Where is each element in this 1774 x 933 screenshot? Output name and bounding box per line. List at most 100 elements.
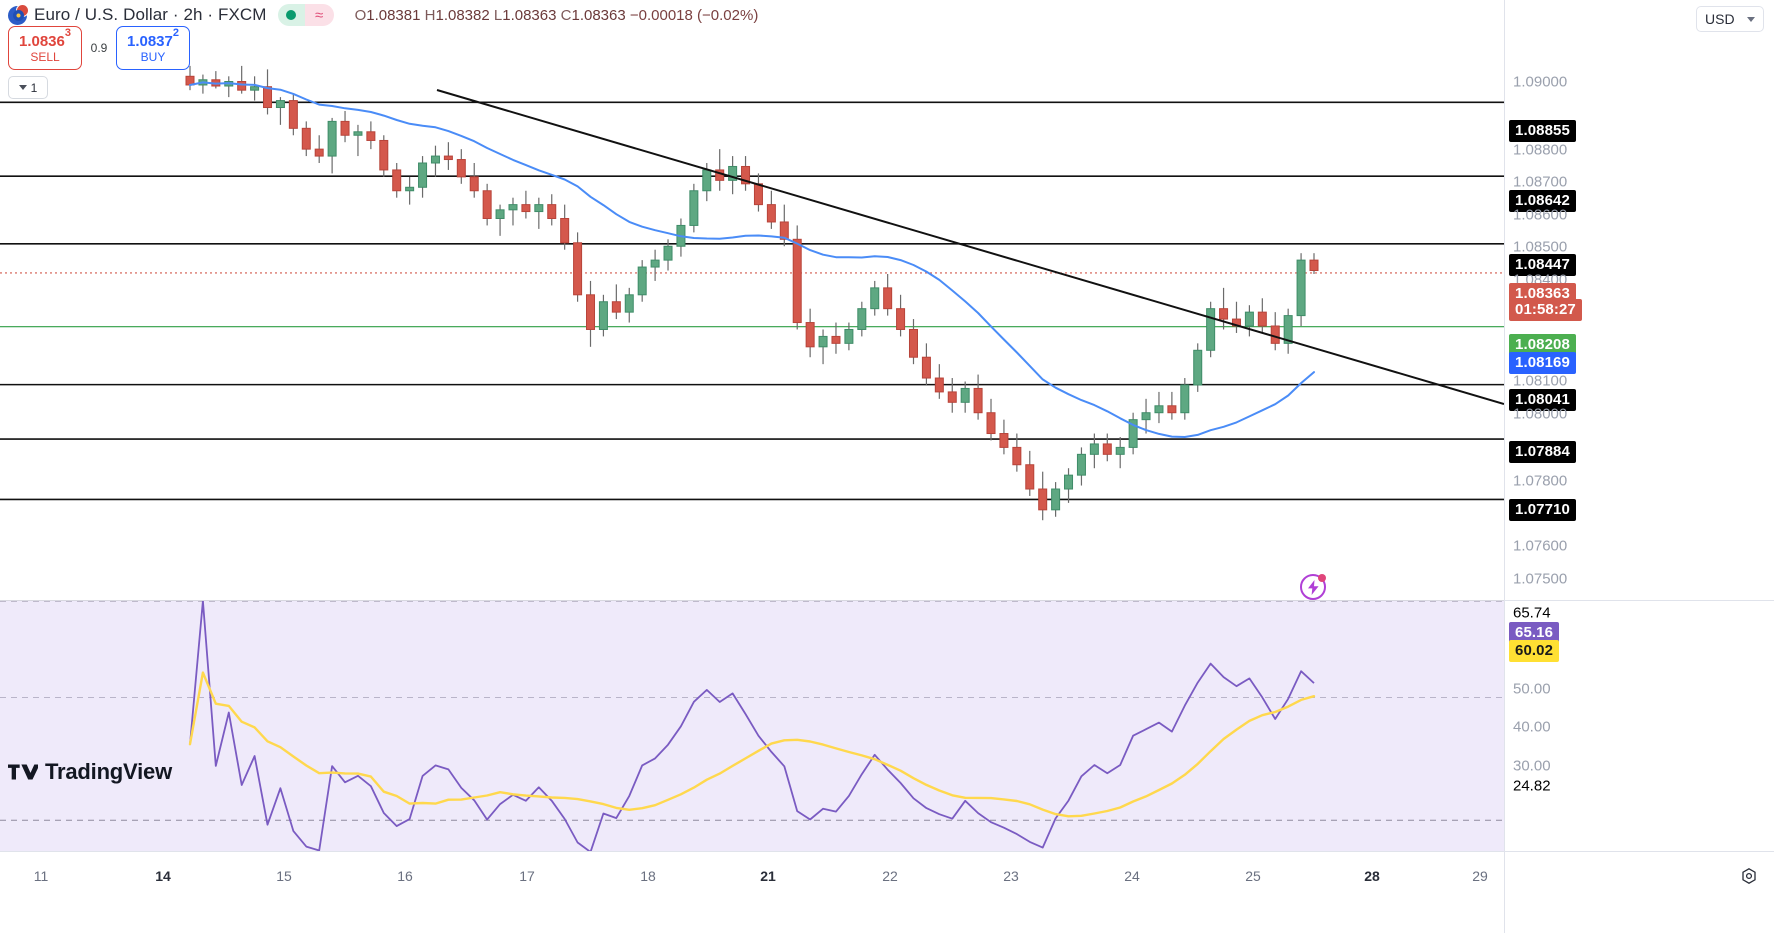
candlestick	[921, 343, 931, 385]
price-scale[interactable]: USD 1.09000 1.08855 1.08800 1.08700 1.08642 1…	[1504, 0, 1774, 851]
buy-label: BUY	[140, 50, 166, 65]
candlestick	[353, 124, 363, 157]
price-scale-label: 1.07710	[1509, 499, 1576, 521]
candlestick	[314, 135, 324, 164]
candlestick	[611, 284, 621, 320]
candlestick	[1154, 391, 1164, 424]
price-scale-label: 1.09000	[1513, 73, 1568, 91]
candlestick	[857, 301, 867, 337]
candlestick	[947, 378, 957, 413]
sell-label: SELL	[30, 50, 60, 65]
time-axis-tick: 17	[519, 868, 535, 884]
tradingview-watermark: TradingView	[8, 759, 172, 785]
ohlc-low-label: L	[493, 6, 503, 24]
candlestick	[934, 364, 944, 399]
candlestick	[1051, 482, 1061, 517]
chevron-down-icon	[18, 85, 27, 90]
candlestick	[715, 149, 725, 191]
candlestick	[831, 322, 841, 354]
buy-button[interactable]: 1.08372 BUY	[116, 26, 190, 70]
axis-settings-icon[interactable]	[1738, 866, 1760, 888]
candlestick	[1089, 433, 1099, 469]
candlestick	[418, 156, 428, 198]
chart-plot-area[interactable]	[0, 0, 1504, 851]
quantity-stepper[interactable]: 1	[8, 76, 48, 99]
ohlc-high-value: 1.08382	[435, 6, 490, 24]
sell-price-fraction: 3	[64, 27, 71, 40]
candlestick	[534, 197, 544, 229]
candlestick	[1231, 301, 1241, 333]
price-scale-label: 01:58:27	[1509, 299, 1582, 321]
time-axis[interactable]: 11 14 15 16 17 18 21 22 23 24 25 28 29	[0, 851, 1774, 933]
trendline[interactable]	[436, 89, 1504, 405]
ohlc-change-value: −0.00018 (−0.02%)	[629, 6, 759, 24]
ohlc-open-label: O	[354, 6, 367, 24]
time-axis-tick: 18	[640, 868, 656, 884]
chevron-down-icon	[1747, 16, 1755, 22]
time-axis-tick: 21	[760, 868, 776, 884]
moving-average-line	[189, 81, 1315, 438]
candlestick	[779, 204, 789, 247]
market-open-dot-icon	[277, 4, 305, 26]
price-scale-label: 65.16	[1509, 622, 1560, 644]
candlestick	[198, 74, 208, 94]
candlestick	[663, 239, 673, 271]
ohlc-close-label: C	[560, 6, 572, 24]
candlestick	[340, 110, 350, 143]
price-scale-label: 30.00	[1513, 757, 1551, 775]
price-scale-label: 1.08447	[1509, 254, 1576, 276]
candlestick	[573, 232, 583, 302]
bolt-alert-icon[interactable]	[1300, 574, 1326, 600]
buy-price-fraction: 2	[172, 27, 179, 40]
price-scale-label: 24.82	[1513, 777, 1551, 795]
eurusd-flag-icon	[8, 3, 29, 25]
price-pane[interactable]	[0, 0, 1504, 600]
quantity-value: 1	[30, 80, 38, 95]
candlestick	[792, 225, 802, 330]
candlestick	[1193, 343, 1203, 392]
currency-selector[interactable]: USD	[1696, 6, 1764, 32]
page-title[interactable]: Euro / U.S. Dollar · 2h · FXCM	[34, 5, 267, 24]
candlestick	[1141, 398, 1151, 434]
candlestick	[366, 121, 376, 150]
candlestick	[1128, 412, 1138, 455]
candlestick	[288, 93, 298, 136]
candlestick	[521, 190, 531, 219]
trade-panel: 1.08363 SELL 0.9 1.08372 BUY 1	[8, 26, 190, 99]
sell-button[interactable]: 1.08363 SELL	[8, 26, 82, 70]
candlestick	[1076, 447, 1086, 486]
watermark-text: TradingView	[45, 759, 172, 784]
candlestick	[689, 183, 699, 233]
candlestick	[1283, 308, 1293, 354]
bolt-glyph-icon	[1307, 579, 1319, 595]
price-scale-label: 1.07500	[1513, 570, 1568, 588]
ohlc-values: O1.08381 H1.08382 L1.08363 C1.08363 −0.0…	[355, 7, 759, 24]
candlestick	[275, 97, 285, 125]
time-axis-tick: 28	[1364, 868, 1380, 884]
candlestick	[469, 163, 479, 198]
candlestick	[1270, 312, 1280, 351]
candlestick	[250, 76, 260, 101]
candlestick	[637, 260, 647, 302]
rsi-line	[189, 601, 1315, 851]
candlestick	[482, 183, 492, 226]
time-axis-tick: 25	[1245, 868, 1261, 884]
price-scale-label: 1.08000	[1513, 405, 1568, 423]
candlestick	[1244, 305, 1254, 337]
candlestick	[547, 194, 557, 226]
candlestick	[211, 71, 221, 89]
price-scale-label: 1.08642	[1509, 190, 1576, 212]
candlestick	[741, 156, 751, 191]
candlestick	[883, 273, 893, 316]
candlestick	[495, 204, 505, 236]
candlestick	[430, 145, 440, 177]
candlestick	[327, 117, 337, 174]
candlestick	[508, 197, 518, 226]
time-axis-tick: 15	[276, 868, 292, 884]
candlestick	[1167, 391, 1177, 420]
spread-value: 0.9	[90, 41, 108, 55]
candlestick	[624, 287, 634, 323]
rsi-pane[interactable]	[0, 600, 1504, 851]
candlestick	[728, 156, 738, 195]
candlestick	[224, 76, 234, 98]
